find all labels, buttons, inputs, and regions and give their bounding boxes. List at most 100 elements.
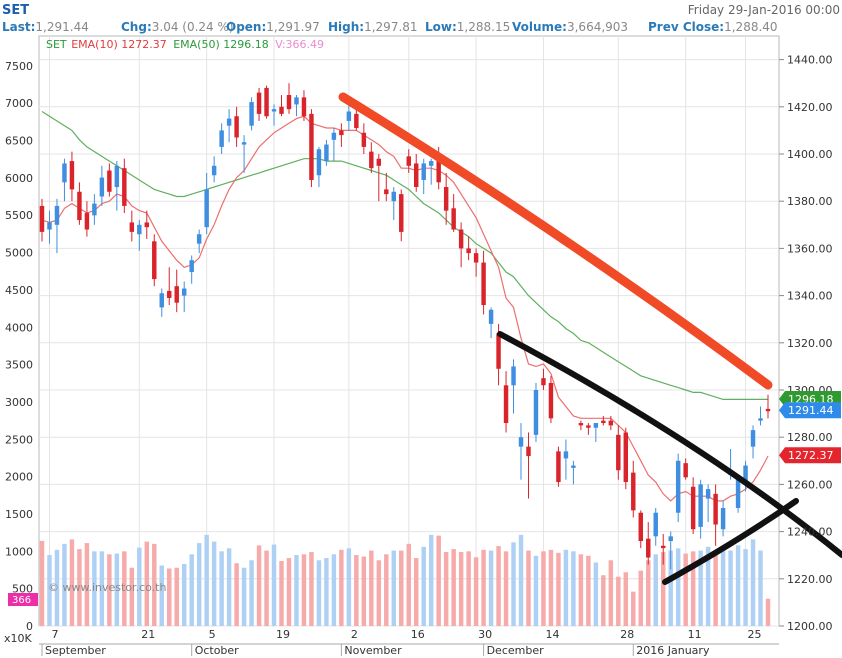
volume-bar — [638, 570, 643, 626]
price-tick: 1340.00 — [787, 290, 833, 303]
volume-bar — [137, 547, 142, 626]
value-tag-text: 1291.44 — [788, 404, 834, 417]
candle-body — [256, 92, 262, 114]
candle-body — [616, 434, 621, 471]
candle-body — [758, 418, 763, 421]
volume-bar — [234, 563, 239, 626]
volume-bar — [84, 543, 90, 626]
volume-bar — [204, 534, 209, 626]
volume-bar — [331, 554, 337, 626]
volume-bar — [646, 560, 651, 626]
candle-body — [765, 408, 771, 412]
price-tick: 1400.00 — [787, 148, 833, 161]
volume-axis: 7500700065006000550050004500400035003000… — [5, 60, 33, 633]
volume-bars — [39, 534, 771, 626]
candle-body — [324, 144, 329, 162]
volume-bar — [129, 567, 135, 626]
candle-body — [122, 168, 127, 206]
candle-body — [47, 222, 52, 230]
volume-bar — [167, 568, 172, 626]
volume-bar — [713, 551, 718, 626]
volume-bar — [384, 554, 389, 626]
volume-bar — [653, 554, 658, 626]
volume-bar — [226, 548, 232, 626]
price-tick: 1320.00 — [787, 337, 833, 350]
volume-bar — [503, 551, 509, 626]
candle-body — [174, 286, 179, 303]
candle-body — [369, 151, 374, 169]
volume-bar — [593, 562, 599, 626]
candle-body — [541, 378, 546, 386]
candle-body — [249, 102, 254, 126]
volume-bar — [181, 564, 187, 626]
volume-bar — [743, 549, 748, 626]
volume-bar — [586, 555, 591, 626]
month-label: October — [195, 644, 239, 657]
volume-bar — [69, 539, 75, 626]
volume-tick: 500 — [12, 583, 33, 596]
volume-bar — [443, 552, 449, 626]
volume-bar — [346, 548, 352, 626]
stat-1: Chg:3.04 (0.24 %) — [121, 20, 234, 34]
month-label: 2016 January — [636, 644, 710, 657]
candle-body — [593, 423, 599, 428]
volume-bar — [451, 549, 456, 626]
volume-tick: 2000 — [5, 471, 33, 484]
candle-body — [144, 222, 150, 228]
candle-body — [316, 149, 322, 176]
value-tag-bg — [779, 447, 841, 464]
stat-6: Prev Close:1,288.40 — [648, 20, 778, 34]
candle-body — [690, 486, 696, 530]
volume-bar — [324, 558, 329, 626]
volume-tick: 6500 — [5, 135, 33, 148]
candle-body — [107, 170, 112, 192]
volume-bar — [54, 549, 60, 626]
candle-body — [39, 205, 45, 232]
candle-body — [77, 191, 82, 221]
volume-tick: 5000 — [5, 247, 33, 260]
volume-bar — [750, 539, 756, 626]
candle-body — [511, 366, 516, 386]
watermark: © www.investor.co.th — [48, 581, 166, 594]
date-axis: 7 21 5 19 2 16 30 14 28 11 25 September October Novem… — [39, 628, 779, 657]
volume-tick: 7500 — [5, 60, 33, 73]
candle-body — [99, 177, 105, 197]
candle-body — [137, 224, 142, 235]
candle-body — [196, 234, 202, 244]
day-tick: 14 — [545, 628, 559, 641]
candle-body — [451, 208, 456, 230]
candle-body — [234, 116, 239, 138]
volume-bar — [548, 549, 554, 626]
volume-bar — [556, 552, 561, 626]
candle-body — [226, 118, 232, 126]
volume-bar — [571, 551, 576, 626]
candle-body — [219, 130, 224, 147]
volume-bar — [473, 557, 479, 626]
volume-bar — [92, 551, 97, 626]
candle-body — [653, 512, 658, 537]
volume-bar — [256, 545, 262, 626]
candle-body — [675, 460, 681, 513]
candle-body — [399, 194, 404, 232]
candle-body — [346, 111, 352, 121]
day-tick: 7 — [51, 628, 58, 641]
volume-bar — [481, 549, 486, 626]
candle-body — [668, 536, 673, 542]
price-tick: 1440.00 — [787, 54, 833, 67]
month-label: November — [344, 644, 402, 657]
volume-bar — [675, 548, 681, 626]
volume-bar — [339, 549, 344, 626]
stat-4: Low:1,288.15 — [425, 20, 510, 34]
candle-body — [301, 97, 307, 117]
day-tick: 30 — [478, 628, 492, 641]
day-tick: 2 — [351, 628, 358, 641]
day-tick: 11 — [688, 628, 702, 641]
candle-body — [62, 163, 67, 183]
candle-body — [428, 161, 434, 166]
price-tick: 1280.00 — [787, 431, 833, 444]
candle-body — [414, 163, 419, 188]
volume-bar — [376, 560, 382, 626]
price-tick: 1200.00 — [787, 620, 833, 633]
volume-bar — [601, 575, 606, 626]
volume-bar — [99, 551, 105, 626]
